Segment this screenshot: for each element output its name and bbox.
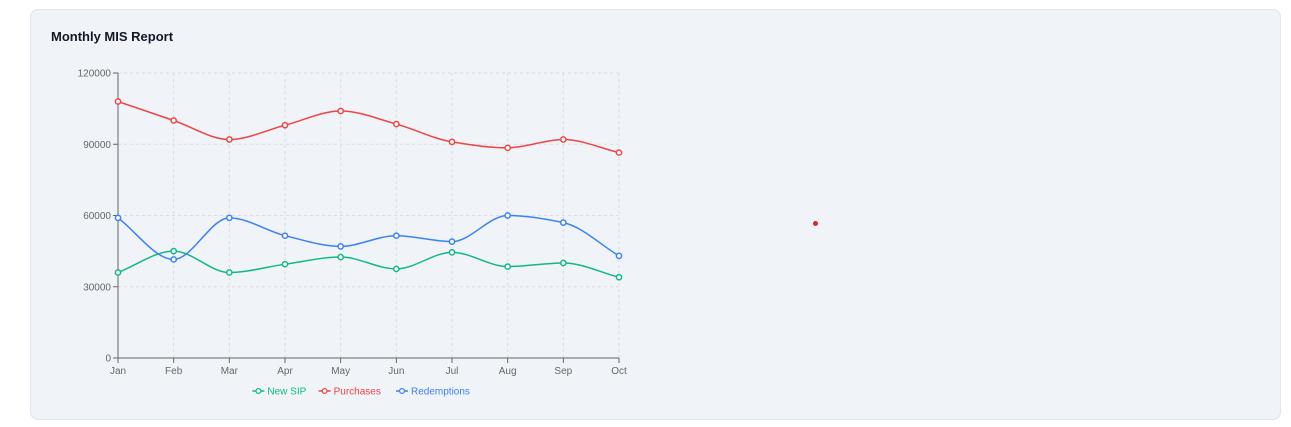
mis-line-chart: 0 30000 60000 90000 120000 Jan Feb Mar Apr May Jun…	[78, 69, 627, 398]
legend-marker-icon	[398, 387, 406, 395]
data-point-new-sip[interactable]	[114, 269, 122, 276]
data-point-purchases[interactable]	[504, 144, 512, 152]
data-point-redemptions[interactable]	[225, 214, 233, 222]
legend-item-new-sip[interactable]: New SIP	[252, 387, 307, 398]
data-point-redemptions[interactable]	[504, 212, 512, 219]
data-point-new-sip[interactable]	[281, 260, 289, 268]
series-line-purchases	[117, 100, 620, 154]
legend-label: Redemptions	[411, 387, 470, 398]
data-point-purchases[interactable]	[170, 117, 178, 124]
legend-marker-icon	[321, 387, 328, 395]
data-point-purchases[interactable]	[392, 120, 400, 128]
data-point-redemptions[interactable]	[281, 232, 289, 240]
data-point-purchases[interactable]	[559, 136, 567, 143]
data-point-new-sip[interactable]	[225, 269, 233, 276]
y-tick-label: 120000	[78, 69, 112, 80]
data-point-new-sip[interactable]	[504, 263, 512, 270]
data-point-purchases[interactable]	[281, 121, 289, 129]
series-line-redemptions	[117, 214, 620, 261]
data-point-new-sip[interactable]	[448, 248, 456, 256]
series-line-new-sip	[117, 250, 620, 278]
data-point-redemptions[interactable]	[170, 256, 178, 263]
chart-series	[114, 98, 623, 281]
y-tick-label: 0	[105, 354, 111, 365]
data-point-redemptions[interactable]	[615, 252, 623, 260]
legend-item-redemptions[interactable]: Redemptions	[396, 387, 470, 398]
data-point-new-sip[interactable]	[337, 253, 345, 261]
x-tick-label: Jan	[110, 366, 126, 377]
data-point-purchases[interactable]	[615, 149, 623, 156]
data-point-purchases[interactable]	[448, 138, 456, 146]
data-point-new-sip[interactable]	[392, 265, 400, 273]
data-point-redemptions[interactable]	[448, 238, 456, 245]
data-point-purchases[interactable]	[225, 136, 233, 143]
legend-label: New SIP	[267, 387, 306, 398]
data-point-redemptions[interactable]	[559, 219, 567, 226]
y-tick-label: 30000	[83, 282, 111, 293]
chart-legend[interactable]: New SIP Purchases Redemptions	[252, 387, 470, 398]
legend-marker-icon	[255, 387, 262, 395]
x-tick-label: Feb	[165, 366, 183, 377]
data-point-new-sip[interactable]	[170, 247, 178, 255]
data-point-redemptions[interactable]	[337, 243, 345, 250]
x-tick-label: May	[331, 366, 350, 377]
x-tick-label: Jul	[446, 366, 459, 377]
x-tick-label: Apr	[277, 366, 293, 377]
card-title: Monthly MIS Report	[51, 29, 174, 44]
data-point-redemptions[interactable]	[392, 232, 400, 240]
mis-report-card: Monthly MIS Report 0 30000 60000 90000 12000…	[30, 9, 1281, 420]
data-point-new-sip[interactable]	[559, 259, 567, 267]
x-tick-label: Mar	[221, 366, 239, 377]
x-tick-label: Oct	[611, 366, 627, 377]
data-point-new-sip[interactable]	[615, 273, 623, 281]
chart-axes: 0 30000 60000 90000 120000 Jan Feb Mar Apr May Jun…	[78, 69, 627, 378]
y-tick-label: 90000	[83, 140, 111, 151]
y-tick-label: 60000	[83, 211, 111, 222]
status-marker-dot	[813, 221, 818, 226]
x-tick-label: Jun	[388, 366, 404, 377]
x-tick-label: Sep	[554, 366, 572, 377]
data-point-purchases[interactable]	[337, 107, 345, 115]
legend-label: Purchases	[334, 387, 381, 398]
legend-item-purchases[interactable]: Purchases	[318, 387, 381, 398]
data-point-redemptions[interactable]	[114, 214, 122, 222]
x-tick-label: Aug	[499, 366, 517, 377]
data-point-purchases[interactable]	[114, 98, 122, 105]
